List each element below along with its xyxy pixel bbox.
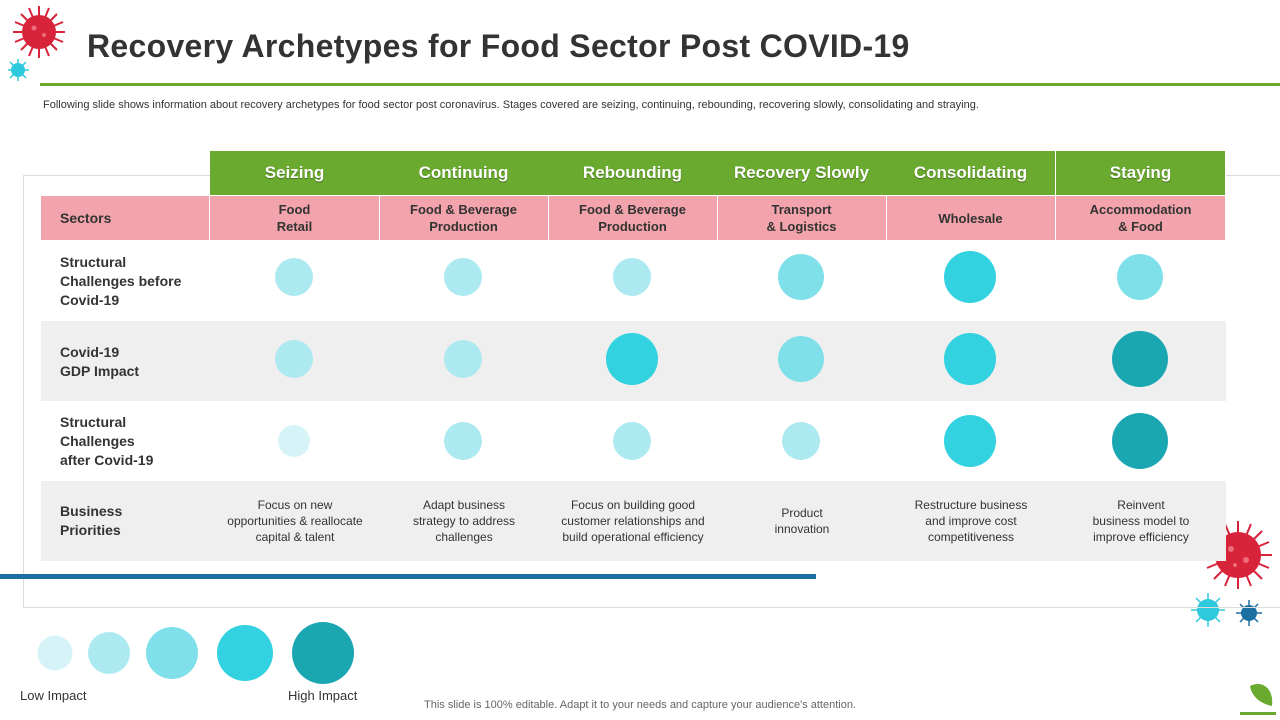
stage-header-5: Staying (1056, 151, 1226, 195)
impact-dot-structural-after-0 (278, 425, 310, 457)
slide-description: Following slide shows information about … (43, 99, 979, 111)
impact-dot-gdp-impact-2 (606, 333, 658, 385)
legend-low-label: Low Impact (20, 688, 87, 703)
sector-row (41, 196, 1226, 240)
priority-cell-5: Reinvent business model to improve effic… (1092, 498, 1190, 544)
row-label-structural-before: Structural Challenges before Covid-19 (60, 254, 182, 308)
priority-cell-4: Restructure business and improve cost co… (914, 498, 1028, 544)
priority-cell-1: Adapt business strategy to address chall… (412, 498, 516, 544)
stage-header-1: Continuing (379, 151, 549, 195)
stage-header-0: Seizing (210, 151, 380, 195)
stage-header-3: Recovery Slowly (717, 151, 887, 195)
impact-dot-structural-before-3 (778, 254, 824, 300)
impact-dot-gdp-impact-1 (444, 340, 482, 378)
impact-dot-gdp-impact-4 (944, 333, 996, 385)
impact-dot-gdp-impact-3 (778, 336, 824, 382)
priority-cell-0: Focus on new opportunities & reallocate … (227, 498, 363, 544)
impact-dot-structural-before-1 (444, 258, 482, 296)
legend-dot-2 (88, 632, 130, 674)
leaf-icon (1240, 684, 1276, 715)
impact-dot-structural-after-3 (782, 422, 820, 460)
title-divider (40, 83, 1280, 86)
virus-red-icon (8, 6, 65, 81)
impact-dot-structural-after-5 (1112, 413, 1168, 469)
sector-cell-4: Wholesale (886, 196, 1056, 240)
stage-header-4: Consolidating (886, 151, 1056, 195)
sector-cell-0: Food Retail (210, 196, 380, 240)
sector-cell-3: Transport & Logistics (717, 196, 887, 240)
accent-bar (0, 574, 816, 579)
impact-dot-gdp-impact-5 (1112, 331, 1168, 387)
sector-cell-2: Food & Beverage Production (548, 196, 718, 240)
sector-cell-1: Food & Beverage Production (379, 196, 549, 240)
legend-dot-3 (146, 627, 198, 679)
impact-dot-structural-after-4 (944, 415, 996, 467)
virus-cluster-icon (1191, 521, 1272, 627)
priorities-label: Business Priorities (60, 503, 123, 538)
stage-header-2: Rebounding (548, 151, 718, 195)
priority-cell-3: Product innovation (774, 506, 830, 536)
impact-dot-structural-before-0 (275, 258, 313, 296)
legend-high-label: High Impact (288, 688, 358, 703)
page-title: Recovery Archetypes for Food Sector Post… (87, 28, 910, 64)
sectors-label: Sectors (41, 196, 210, 240)
impact-dot-gdp-impact-0 (275, 340, 313, 378)
impact-dot-structural-after-1 (444, 422, 482, 460)
impact-dot-structural-after-2 (613, 422, 651, 460)
impact-dot-structural-before-5 (1117, 254, 1163, 300)
priority-cell-2: Focus on building good customer relation… (561, 498, 705, 544)
row-label-gdp-impact: Covid-19 GDP Impact (60, 344, 140, 379)
legend-dot-1 (37, 635, 73, 671)
sector-cell-5: Accommodation & Food (1056, 196, 1226, 240)
legend-dot-5 (292, 622, 354, 684)
impact-dot-structural-before-2 (613, 258, 651, 296)
row-band-priorities (41, 481, 1226, 561)
footer-note: This slide is 100% editable. Adapt it to… (424, 699, 856, 711)
legend-dot-4 (217, 625, 273, 681)
impact-dot-structural-before-4 (944, 251, 996, 303)
row-label-structural-after: Structural Challenges after Covid-19 (60, 414, 154, 468)
